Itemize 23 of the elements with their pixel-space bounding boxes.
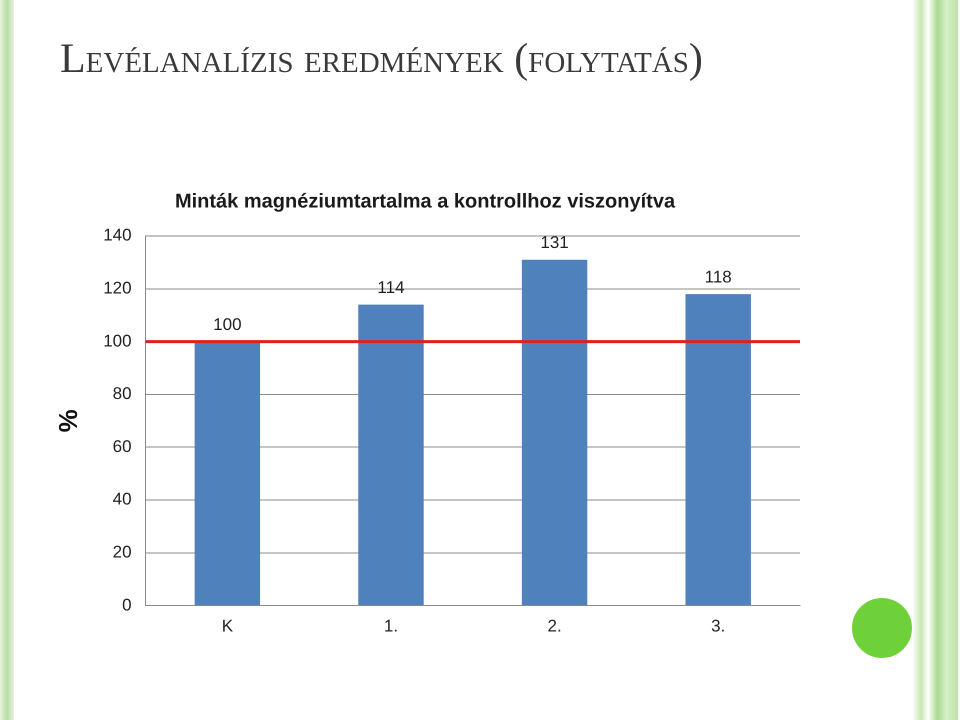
- bar: [358, 304, 424, 606]
- data-label: 114: [377, 278, 405, 297]
- data-label: 131: [540, 232, 569, 252]
- y-tick-label: 80: [112, 384, 132, 404]
- bar: [522, 260, 588, 606]
- y-axis-title: %: [52, 409, 83, 432]
- chart-title: Levélanalízis eredmények (folytatás): [60, 36, 704, 82]
- chart-subtitle: Minták magnéziumtartalma a kontrollhoz viszonyítva: [174, 190, 676, 213]
- y-tick-label: 120: [103, 278, 132, 298]
- y-tick-label: 100: [103, 331, 132, 350]
- x-tick-label: 2.: [547, 616, 562, 636]
- data-label: 118: [704, 267, 732, 286]
- x-tick-label: 1.: [384, 616, 398, 636]
- data-label: 100: [213, 314, 242, 334]
- x-tick-label: 3.: [711, 616, 726, 636]
- bar: [194, 342, 260, 606]
- y-tick-label: 20: [112, 542, 132, 562]
- x-tick-label: K: [222, 616, 234, 636]
- y-tick-label: 0: [122, 595, 132, 614]
- y-tick-label: 40: [112, 490, 132, 509]
- y-tick-label: 60: [112, 436, 132, 456]
- y-tick-label: 140: [103, 226, 132, 245]
- bar: [685, 294, 751, 606]
